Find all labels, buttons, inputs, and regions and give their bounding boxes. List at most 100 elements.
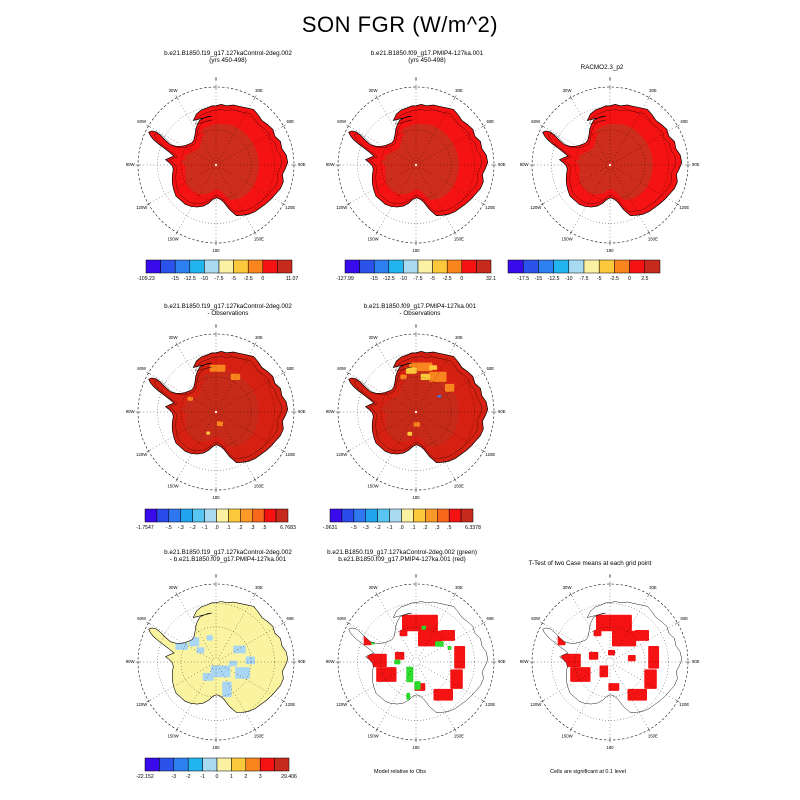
compass-label: 30W (563, 585, 573, 590)
compass-label: 120E (285, 205, 295, 210)
data-patch (593, 630, 602, 637)
colorbar-tick-label: -5 (430, 276, 435, 282)
panel-caption: Model relative to Obs (374, 769, 426, 775)
compass-label: 60E (486, 366, 494, 371)
panel-title-line: - b.e21.B1850.f09_g17.PMIP4-127ka.001 (169, 556, 287, 563)
grounding-line (153, 356, 283, 459)
grounding-line (353, 109, 483, 212)
panel-title-line: b.e21.B1850.f19_g17.127kaControl-2deg.00… (164, 50, 292, 57)
panel-title-line: b.e21.B1850.f09_g17.PMIP4-127ka.001 (363, 303, 477, 310)
south-pole-marker (414, 410, 418, 414)
data-patch (454, 646, 466, 669)
colorbar-cell (359, 259, 375, 274)
panel-title-line: - Observations (207, 310, 249, 317)
colorbar-tick-label: .0 (214, 525, 219, 531)
data-patch (394, 659, 401, 665)
data-patch (202, 672, 214, 681)
south-pole-marker (214, 410, 218, 414)
data-patch (420, 373, 431, 380)
data-patch (608, 649, 615, 656)
data-patch (441, 630, 455, 641)
compass-label: 30E (649, 88, 657, 93)
compass-label: 180 (412, 248, 420, 253)
antarctica-map-p5: 0 30E 60E 90E 120E 150E 180 150W 120W 90W 60W 30W (326, 323, 506, 500)
compass-label: 150E (648, 236, 658, 241)
colorbar-tick-label: -.9631 (322, 525, 338, 531)
compass-label: 150E (648, 733, 658, 738)
colorbar-cell (240, 508, 253, 523)
compass-label: 30W (369, 585, 379, 590)
compass-label: 180 (412, 495, 420, 500)
compass-label: 90E (692, 162, 700, 167)
colorbar-cell (263, 508, 277, 523)
colorbar-tick-label: -.5 (350, 525, 357, 531)
colorbar-cell (156, 508, 170, 523)
colorbar-cell (180, 508, 193, 523)
compass-label: 90E (498, 409, 506, 414)
data-patch (363, 632, 372, 646)
continent-interior (380, 123, 459, 200)
colorbar-cell (365, 508, 378, 523)
colorbar-cell (189, 259, 205, 274)
colorbar-cell (373, 259, 390, 274)
compass-label: 60E (286, 119, 294, 124)
panel-title-line: b.e21.B1850.f19_g17.127kaControl-2deg.00… (164, 303, 292, 310)
data-patch (210, 665, 231, 678)
panel-title-line: T-Test of two Case means at each grid po… (528, 560, 652, 567)
compass-label: 60W (531, 119, 541, 124)
colorbar-cell (247, 259, 264, 274)
colorbar-tick-label: -5 (231, 276, 236, 282)
compass-label: 90E (498, 659, 506, 664)
continent-interior (574, 123, 653, 200)
colorbar-tick-label: -.2 (374, 525, 381, 531)
data-patch (400, 374, 407, 380)
colorbar-cell (174, 259, 191, 274)
compass-label: 180 (606, 745, 614, 750)
data-patch (399, 630, 408, 637)
colorbar-cell (476, 259, 492, 274)
colorbar-tick-label: -10 (200, 276, 209, 282)
colorbar-cell (522, 259, 539, 274)
colorbar-tick-label: -3 (171, 774, 177, 780)
colorbar-tick-label: 2 (244, 774, 248, 780)
data-patch (235, 667, 250, 679)
antarctica-map-p3: 0 30E 60E 90E 120E 150E 180 150W 120W 90W 60W 30W (520, 76, 700, 253)
data-patch (414, 681, 421, 690)
colorbar-tick-label: .3 (250, 525, 255, 531)
data-patch (222, 681, 232, 698)
colorbar-cell (403, 259, 419, 274)
data-patch (413, 422, 420, 427)
data-patch (627, 688, 647, 701)
colorbar-cell (583, 259, 600, 274)
colorbar-tick-label: .1 (411, 525, 416, 531)
antarctica-map-p2: 0 30E 60E 90E 120E 150E 180 150W 120W 90W 60W 30W (326, 76, 506, 253)
colorbar-cell (173, 757, 189, 772)
colorbar-tick-label: -17.5 (517, 276, 530, 282)
colorbar-tick-label: .2 (238, 525, 243, 531)
colorbar-tick-label: 3 (258, 774, 262, 780)
compass-label: 120E (285, 452, 295, 457)
compass-label: 180 (212, 248, 220, 253)
data-patch (429, 365, 438, 370)
coastline (348, 351, 489, 463)
compass-label: 30W (369, 335, 379, 340)
coastline (348, 601, 488, 713)
colorbar-cell (388, 259, 404, 274)
colorbar-tick-label: -7.5 (579, 276, 589, 282)
colorbar-tick-label: 29.406 (281, 774, 297, 780)
compass-label: 0 (609, 573, 612, 578)
data-patch (599, 665, 609, 678)
data-patch (230, 373, 241, 380)
compass-label: 150W (561, 733, 573, 738)
compass-label: 150E (454, 483, 464, 488)
colorbar-tick-label: -127.99 (336, 276, 354, 282)
compass-label: 120W (530, 205, 542, 210)
compass-label: 60W (337, 616, 347, 621)
compass-label: 30E (255, 585, 263, 590)
compass-label: 150W (167, 733, 179, 738)
compass-label: 0 (609, 76, 612, 81)
data-patch (562, 128, 568, 133)
colorbar-cell (192, 508, 205, 523)
colorbar-cell (202, 757, 218, 772)
colorbar-tick-label: -2.5 (609, 276, 619, 282)
